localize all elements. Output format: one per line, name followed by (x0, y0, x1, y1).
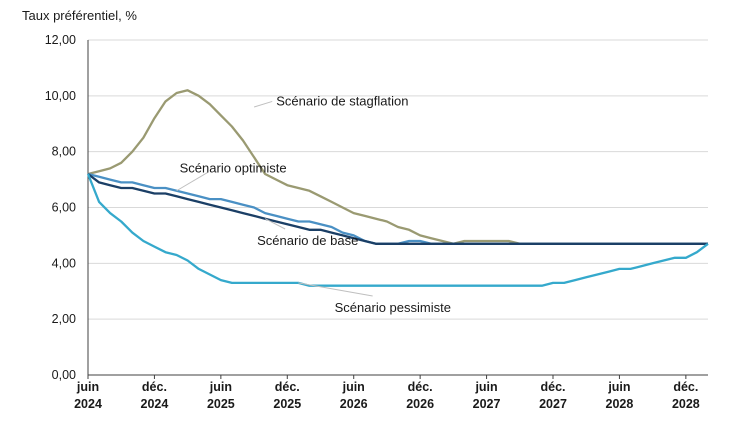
x-tick-label-month: déc. (540, 380, 565, 394)
y-tick-label: 8,00 (52, 145, 76, 159)
x-tick-label-year: 2024 (141, 397, 169, 411)
series-line-1 (87, 172, 708, 245)
series-annotation-label: Scénario de stagflation (276, 93, 408, 108)
series-lines (86, 89, 709, 287)
x-tick-label-month: déc. (673, 380, 698, 394)
x-tick-label-month: déc. (408, 380, 433, 394)
x-tick-label-month: déc. (142, 380, 167, 394)
x-tick-label-month: déc. (275, 380, 300, 394)
annotation-leader (298, 282, 373, 297)
x-tick-label-year: 2025 (207, 397, 235, 411)
x-tick-label-year: 2026 (406, 397, 434, 411)
series-annotation-label: Scénario optimiste (180, 160, 287, 175)
x-tick-label-year: 2027 (539, 397, 567, 411)
y-tick-label: 12,00 (45, 33, 76, 47)
x-tick-label-month: juin (76, 380, 99, 394)
annotation-leader (253, 100, 273, 108)
y-tick-label: 10,00 (45, 89, 76, 103)
annotation-leader (176, 171, 208, 192)
x-tick-label-year: 2025 (273, 397, 301, 411)
series-annotation-label: Scénario pessimiste (335, 300, 451, 315)
series-annotation-label: Scénario de base (257, 233, 358, 248)
y-tick-label: 2,00 (52, 312, 76, 326)
series-line-3 (86, 173, 709, 287)
x-tick-label-year: 2028 (606, 397, 634, 411)
x-tick-label-year: 2028 (672, 397, 700, 411)
x-tick-label-month: juin (607, 380, 630, 394)
annotation-leader (264, 218, 286, 230)
x-tick-label-month: juin (474, 380, 497, 394)
x-tick-label-month: juin (209, 380, 232, 394)
y-tick-label: 0,00 (52, 368, 76, 382)
x-tick-label-year: 2024 (74, 397, 102, 411)
series-line-0 (87, 89, 708, 245)
x-tick-label-year: 2026 (340, 397, 368, 411)
y-axis-label: Taux préférentiel, % (22, 8, 137, 23)
annotations: Scénario de stagflation Scénario optimist… (176, 93, 451, 315)
gridlines (88, 39, 708, 320)
series-line-2 (87, 173, 708, 245)
y-tick-label: 4,00 (52, 256, 76, 270)
x-tick-label-month: juin (342, 380, 365, 394)
axes: 0,00 2,00 4,00 6,00 8,00 10,00 12,00 juin 2024 dé… (45, 33, 708, 411)
y-tick-label: 6,00 (52, 201, 76, 215)
x-tick-label-year: 2027 (473, 397, 501, 411)
